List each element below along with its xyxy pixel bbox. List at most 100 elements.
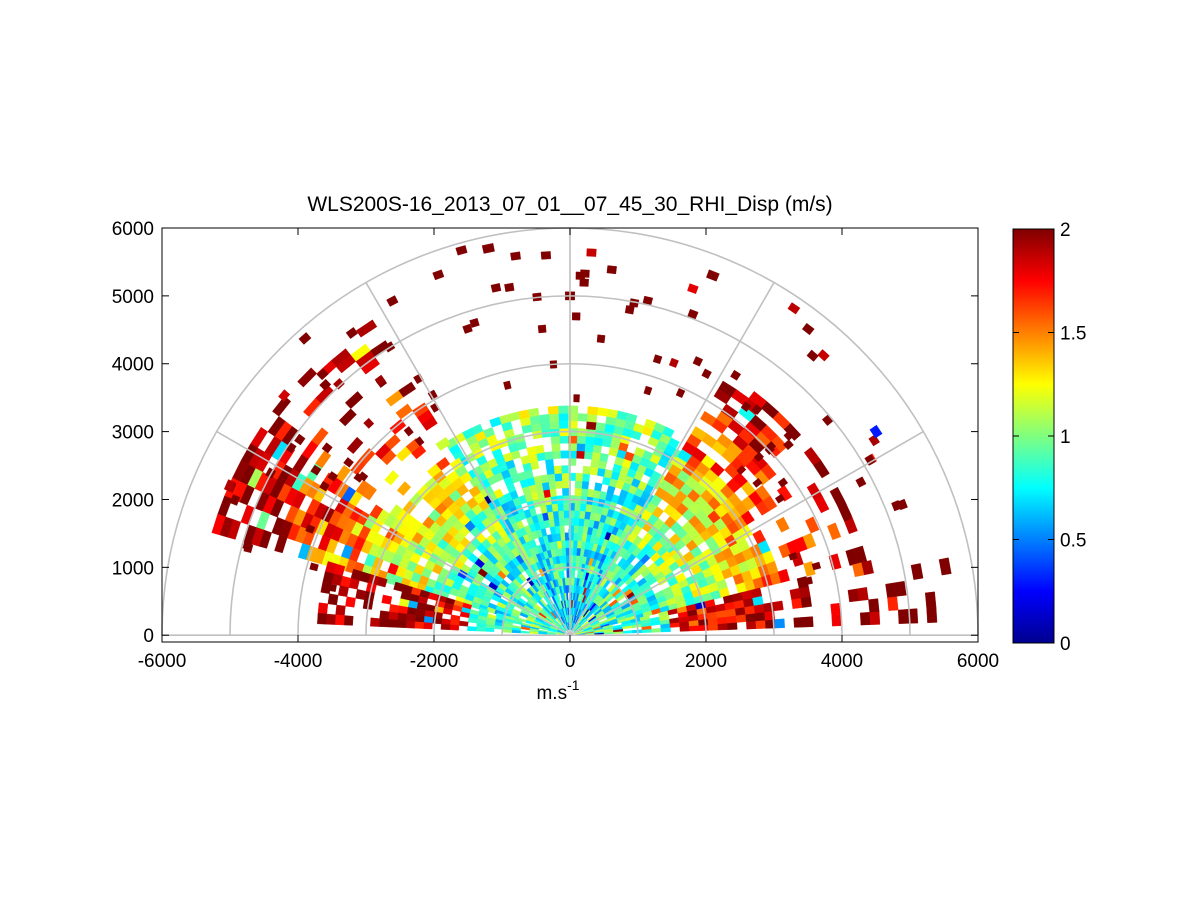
heatmap-cell bbox=[229, 494, 241, 506]
heatmap-cell bbox=[584, 436, 595, 445]
heatmap-cell bbox=[546, 466, 555, 475]
y-tick-label: 6000 bbox=[112, 219, 154, 240]
heatmap-cell bbox=[602, 624, 613, 629]
heatmap-cell bbox=[801, 322, 815, 336]
heatmap-cell bbox=[346, 436, 364, 454]
x-axis-label-base: m.s bbox=[536, 683, 567, 704]
heatmap-cell bbox=[596, 334, 606, 344]
colorbar-tick-label: 1 bbox=[1060, 427, 1071, 448]
heatmap-cell bbox=[800, 596, 812, 608]
heatmap-cell bbox=[651, 627, 662, 633]
heatmap-cell bbox=[829, 486, 846, 506]
colorbar-gradient bbox=[1012, 228, 1055, 644]
heatmap-cell bbox=[831, 614, 843, 627]
heatmap-cell bbox=[534, 444, 545, 454]
heatmap-cell bbox=[432, 269, 445, 281]
heatmap-cell bbox=[594, 482, 603, 492]
heatmap-cell bbox=[538, 414, 550, 424]
heatmap-cell bbox=[572, 547, 578, 556]
heatmap-cell bbox=[586, 413, 598, 423]
heatmap-cell bbox=[388, 611, 399, 621]
polar-grid-spoke bbox=[569, 430, 924, 636]
heatmap-cell bbox=[869, 424, 883, 439]
heatmap-cell bbox=[386, 295, 399, 307]
heatmap-cell bbox=[397, 612, 408, 622]
heatmap-cell bbox=[596, 467, 606, 477]
heatmap-cell bbox=[596, 407, 609, 417]
heatmap-cell bbox=[586, 248, 597, 257]
x-tick-label: 0 bbox=[565, 651, 576, 672]
heatmap-cell bbox=[692, 356, 704, 367]
heatmap-cell bbox=[643, 418, 657, 430]
x-tick-label: -6000 bbox=[138, 651, 187, 672]
heatmap-cell bbox=[476, 626, 486, 632]
heatmap-cell bbox=[319, 480, 330, 492]
heatmap-cell bbox=[828, 553, 842, 571]
heatmap-cell bbox=[557, 510, 565, 519]
heatmap-cell bbox=[859, 611, 871, 626]
heatmap-cell bbox=[548, 480, 557, 490]
heatmap-cell bbox=[753, 451, 765, 463]
heatmap-cell bbox=[805, 516, 820, 534]
heatmap-cell bbox=[335, 604, 346, 616]
heatmap-cell bbox=[321, 442, 333, 454]
heatmap-cell bbox=[577, 532, 583, 542]
heatmap-cell bbox=[803, 576, 813, 586]
heatmap-cell bbox=[333, 378, 345, 390]
heatmap-cell bbox=[562, 487, 570, 496]
heatmap-cell bbox=[565, 547, 570, 556]
heatmap-cell bbox=[586, 421, 597, 431]
heatmap-cell bbox=[547, 473, 556, 483]
heatmap-cell bbox=[385, 390, 404, 407]
heatmap-cell bbox=[497, 460, 507, 471]
x-tick-label: 4000 bbox=[821, 651, 863, 672]
heatmap-cell bbox=[803, 446, 821, 466]
heatmap-cell bbox=[462, 323, 473, 334]
heatmap-cell bbox=[405, 613, 416, 622]
heatmap-cell bbox=[736, 465, 747, 476]
heatmap-cell bbox=[550, 435, 561, 445]
heatmap-cell bbox=[857, 587, 869, 602]
heatmap-cell bbox=[938, 557, 952, 576]
heatmap-cell bbox=[327, 583, 337, 593]
heatmap-cell bbox=[317, 602, 329, 615]
heatmap-cell bbox=[775, 516, 790, 533]
heatmap-cell bbox=[894, 580, 907, 597]
heatmap-cell bbox=[579, 278, 589, 287]
heatmap-cell bbox=[606, 265, 617, 275]
heatmap-cell bbox=[717, 622, 728, 631]
heatmap-cell bbox=[576, 443, 586, 452]
heatmap-cell bbox=[910, 563, 924, 580]
heatmap-cell bbox=[806, 349, 819, 362]
heatmap-cell bbox=[316, 368, 329, 381]
heatmap-cell bbox=[788, 552, 798, 561]
x-tick-label: 2000 bbox=[685, 651, 727, 672]
y-tick-label: 0 bbox=[143, 626, 154, 647]
heatmap-cell bbox=[560, 450, 569, 459]
heatmap-cell bbox=[274, 535, 288, 554]
heatmap-cell bbox=[745, 612, 757, 622]
heatmap-cell bbox=[581, 473, 591, 482]
heatmap-cell bbox=[793, 617, 805, 628]
heatmap-cell bbox=[547, 405, 559, 415]
heatmap-cell bbox=[562, 502, 570, 511]
heatmap-cell bbox=[827, 522, 842, 541]
heatmap-cell bbox=[558, 517, 565, 527]
heatmap-cell bbox=[469, 317, 480, 328]
heatmap-cell bbox=[593, 436, 604, 447]
y-tick-labels: 0 1000 2000 3000 4000 5000 6000 bbox=[112, 219, 154, 647]
heatmap-cell bbox=[396, 619, 407, 629]
heatmap-cell bbox=[868, 598, 880, 613]
heatmap-cell bbox=[675, 388, 686, 398]
heatmap-cell bbox=[551, 443, 561, 452]
heatmap-cell bbox=[690, 426, 707, 441]
heatmap-cell bbox=[414, 621, 424, 629]
heatmap-cell bbox=[297, 543, 311, 560]
heatmap-cell bbox=[571, 569, 576, 578]
heatmap-cell bbox=[783, 430, 795, 441]
heatmap-cell bbox=[325, 613, 336, 625]
heatmap-cell bbox=[467, 626, 477, 632]
heatmap-cell bbox=[549, 488, 557, 498]
heatmap-cell bbox=[584, 443, 594, 453]
heatmap-cell bbox=[379, 610, 390, 620]
